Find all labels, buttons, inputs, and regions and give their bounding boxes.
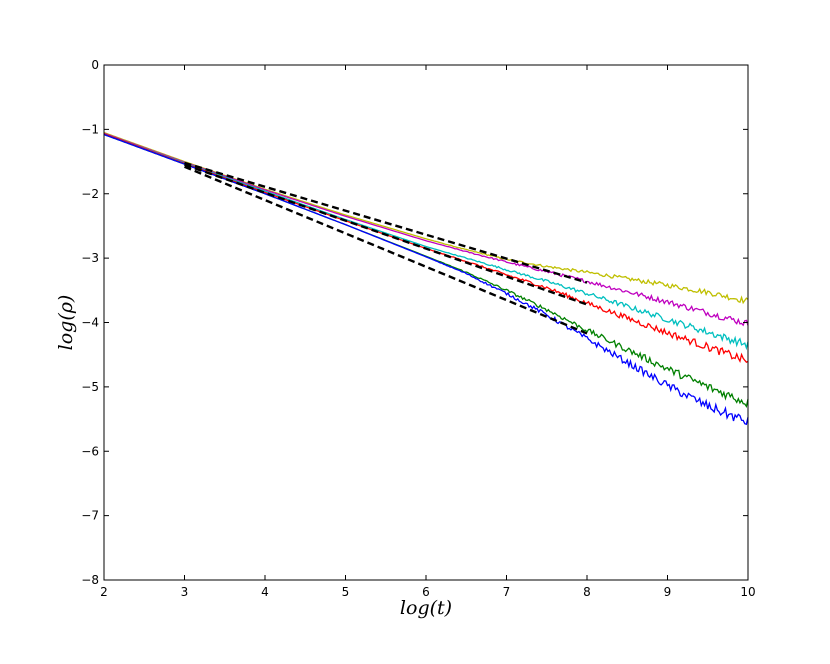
x-tick-label: 8 [583, 585, 591, 599]
x-tick-label: 3 [181, 585, 189, 599]
x-tick-label: 5 [342, 585, 350, 599]
y-tick-label: −8 [81, 573, 99, 587]
fit-line-3 [184, 165, 588, 335]
y-tick-label: −6 [81, 444, 99, 458]
x-tick-label: 4 [261, 585, 269, 599]
x-tick-label: 10 [740, 585, 755, 599]
fit-line-2 [184, 163, 588, 306]
y-axis-label: log(ρ) [55, 295, 77, 351]
y-tick-label: −7 [81, 509, 99, 523]
fit-line-layer [184, 161, 588, 335]
y-tick-label: −4 [81, 316, 99, 330]
x-tick-label: 9 [664, 585, 672, 599]
fit-line-1 [184, 161, 588, 284]
x-tick-label: 7 [503, 585, 511, 599]
y-tick-label: −2 [81, 187, 99, 201]
y-tick-label: −1 [81, 122, 99, 136]
x-axis-label: log(t) [400, 597, 452, 619]
y-tick-label: −5 [81, 380, 99, 394]
x-tick-label: 6 [422, 585, 430, 599]
y-tick-label: −3 [81, 251, 99, 265]
y-tick-label: 0 [91, 58, 99, 72]
tick-layer: 2 3 4 5 6 7 8 9 10 0 −1 −2 −3 −4 −5 −6 −7 −8 [81, 58, 755, 599]
series-line-3 [103, 133, 749, 351]
x-tick-label: 2 [100, 585, 108, 599]
